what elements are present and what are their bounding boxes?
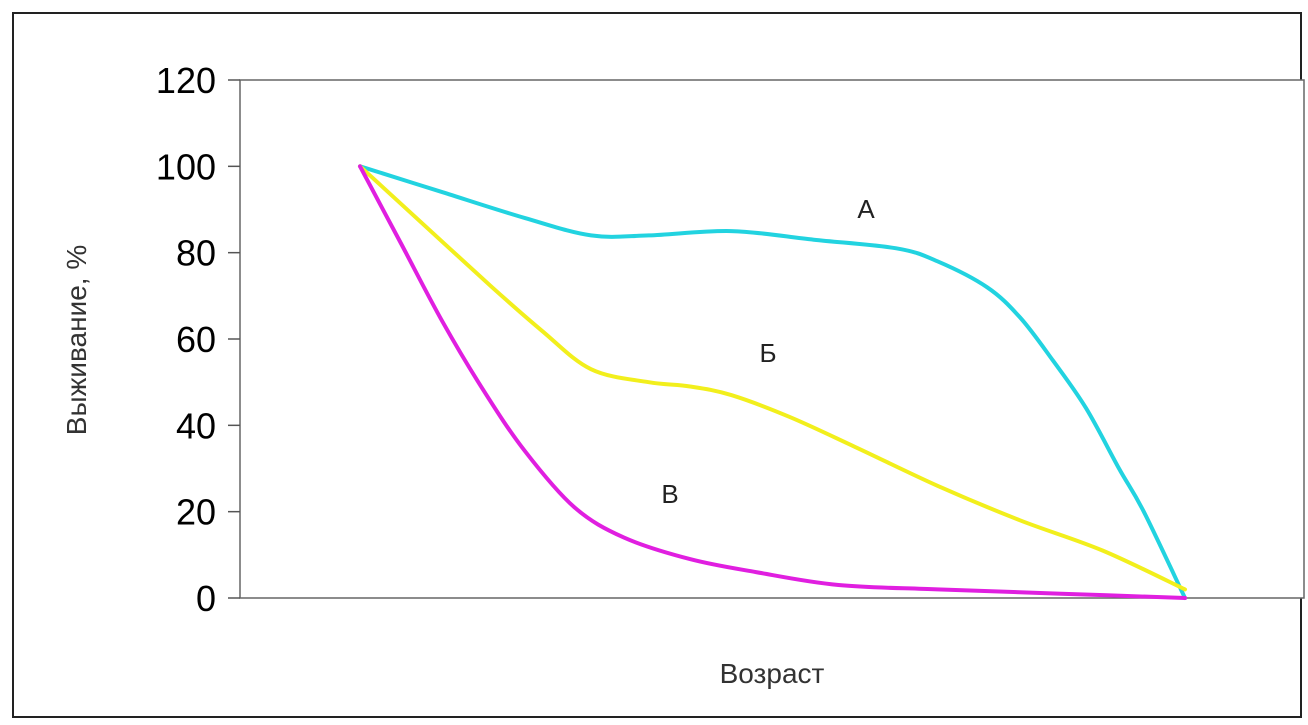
curve-label-v: В	[661, 479, 678, 509]
series-line-v	[358, 164, 1187, 600]
y-tick-label: 0	[196, 578, 216, 619]
y-axis-title: Выживание, %	[61, 245, 92, 435]
curve-label-a: А	[857, 194, 875, 224]
y-tick-label: 80	[176, 233, 216, 274]
y-tick-label: 40	[176, 405, 216, 446]
y-tick-label: 60	[176, 319, 216, 360]
x-axis-title: Возраст	[720, 658, 825, 689]
series-line-a	[358, 164, 1187, 600]
series-line-b	[358, 164, 1187, 592]
curve-labels: А Б В	[661, 194, 875, 509]
y-tick-label: 120	[156, 60, 216, 101]
series-lines	[358, 164, 1187, 600]
curve-label-b: Б	[759, 338, 776, 368]
y-tick-label: 100	[156, 146, 216, 187]
y-tick-label: 20	[176, 492, 216, 533]
plot-area	[239, 79, 1305, 599]
y-axis-ticks: 0 20 40 60 80 100 120	[156, 60, 240, 619]
